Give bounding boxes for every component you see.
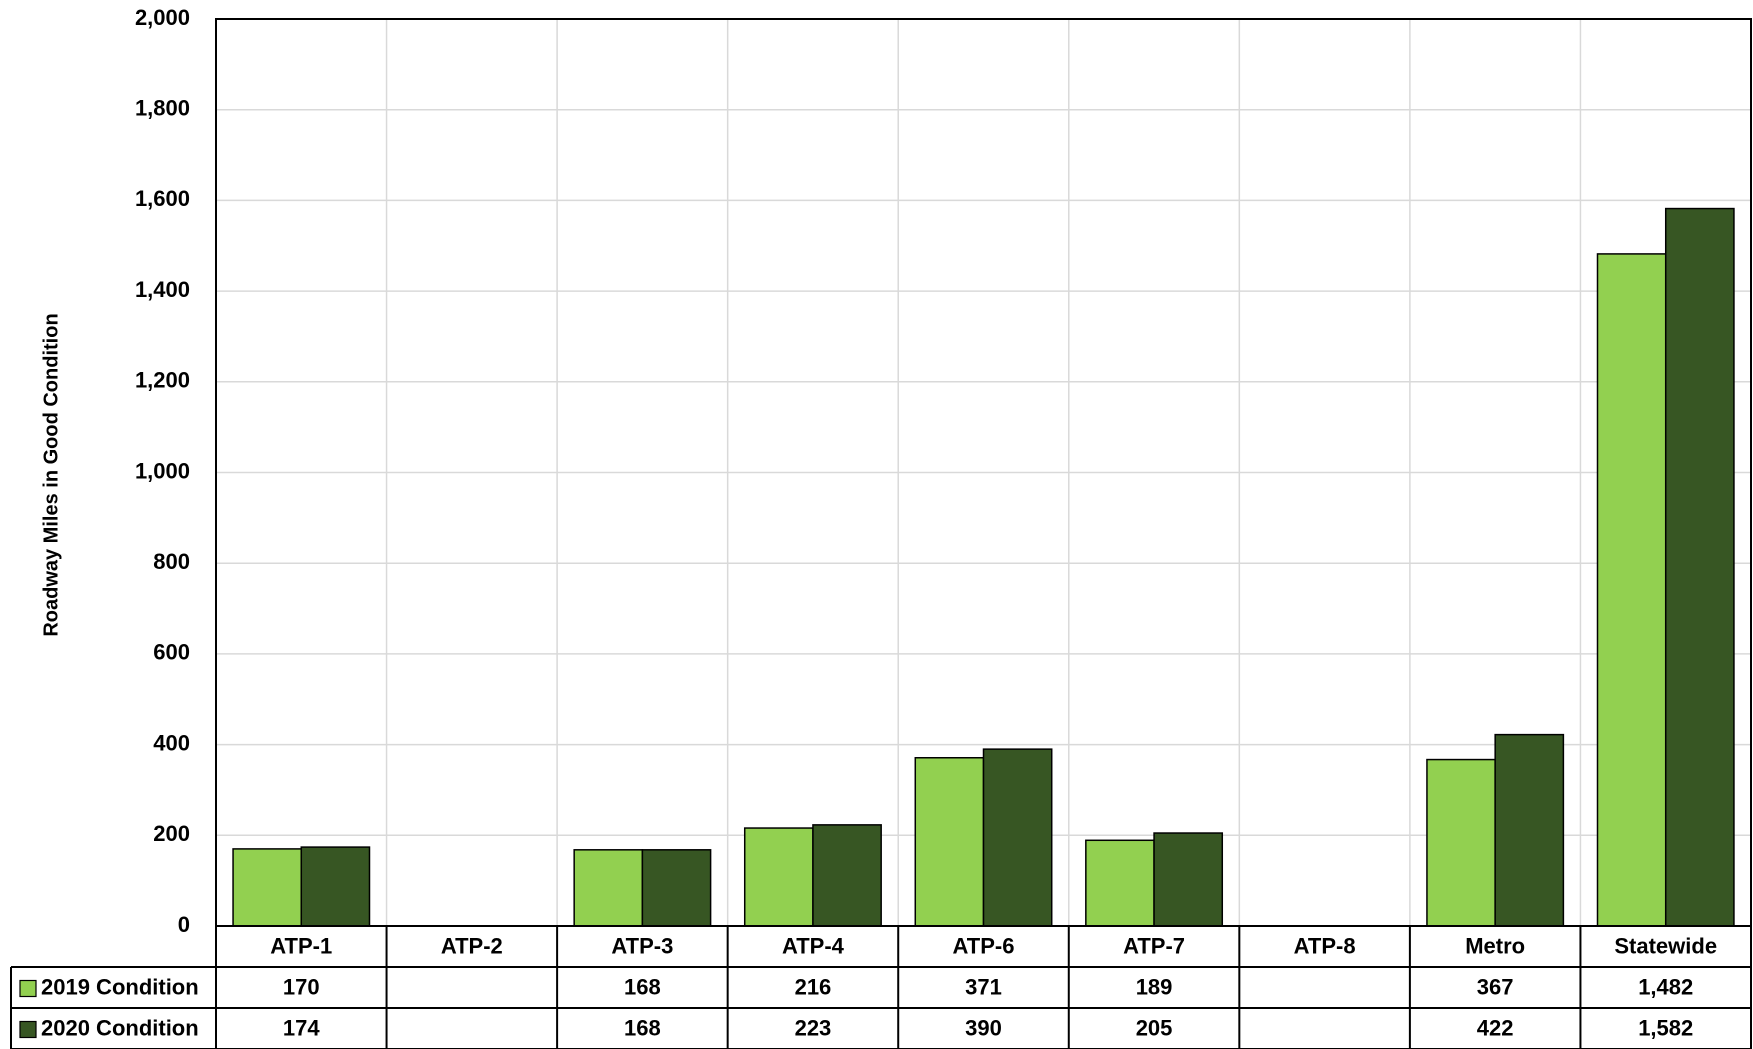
table-value: 223 [795,1015,832,1040]
y-tick-label: 0 [178,912,190,937]
legend-label: 2019 Condition [41,974,199,999]
y-tick-label: 200 [153,821,190,846]
x-tick-label: ATP-3 [611,933,673,958]
bar [573,849,644,927]
bar [982,748,1053,927]
table-value: 170 [283,974,320,999]
y-tick-label: 800 [153,549,190,574]
table-value: 168 [624,974,661,999]
y-tick-label: 1,800 [135,96,190,121]
x-tick-label: ATP-1 [270,933,332,958]
bar [232,848,303,927]
y-tick-label: 1,200 [135,368,190,393]
bar [1426,758,1496,927]
legend-label: 2020 Condition [41,1015,199,1040]
bar [914,757,985,927]
bar [812,824,882,927]
x-tick-label: ATP-7 [1123,933,1185,958]
table-value: 189 [1136,974,1173,999]
bar [1494,733,1565,927]
bar [300,846,371,927]
y-tick-label: 2,000 [135,5,190,30]
bar [641,849,712,927]
y-tick-label: 600 [153,640,190,665]
y-tick-label: 1,400 [135,277,190,302]
bar [1664,207,1735,927]
table-value: 168 [624,1015,661,1040]
table-value: 371 [965,974,1002,999]
y-tick-label: 1,600 [135,186,190,211]
table-value: 367 [1477,974,1514,999]
bar [1153,832,1224,927]
table-value: 1,582 [1638,1015,1693,1040]
y-axis-label: Roadway Miles in Good Condition [40,313,62,636]
bar [1596,253,1667,927]
table-value: 174 [283,1015,320,1040]
x-tick-label: ATP-2 [441,933,503,958]
table-value: 1,482 [1638,974,1693,999]
x-tick-label: Metro [1465,933,1525,958]
y-tick-label: 1,000 [135,458,190,483]
x-tick-label: Statewide [1614,933,1717,958]
table-value: 205 [1136,1015,1173,1040]
plot-frame [215,18,1752,927]
x-tick-label: ATP-6 [953,933,1015,958]
bar [743,827,814,927]
table-value: 422 [1477,1015,1514,1040]
table-value: 390 [965,1015,1002,1040]
x-tick-label: ATP-8 [1294,933,1356,958]
legend-key [19,979,37,998]
bar [1085,839,1155,927]
legend-key [19,1020,37,1039]
x-tick-label: ATP-4 [782,933,845,958]
y-tick-label: 400 [153,730,190,755]
table-value: 216 [795,974,832,999]
